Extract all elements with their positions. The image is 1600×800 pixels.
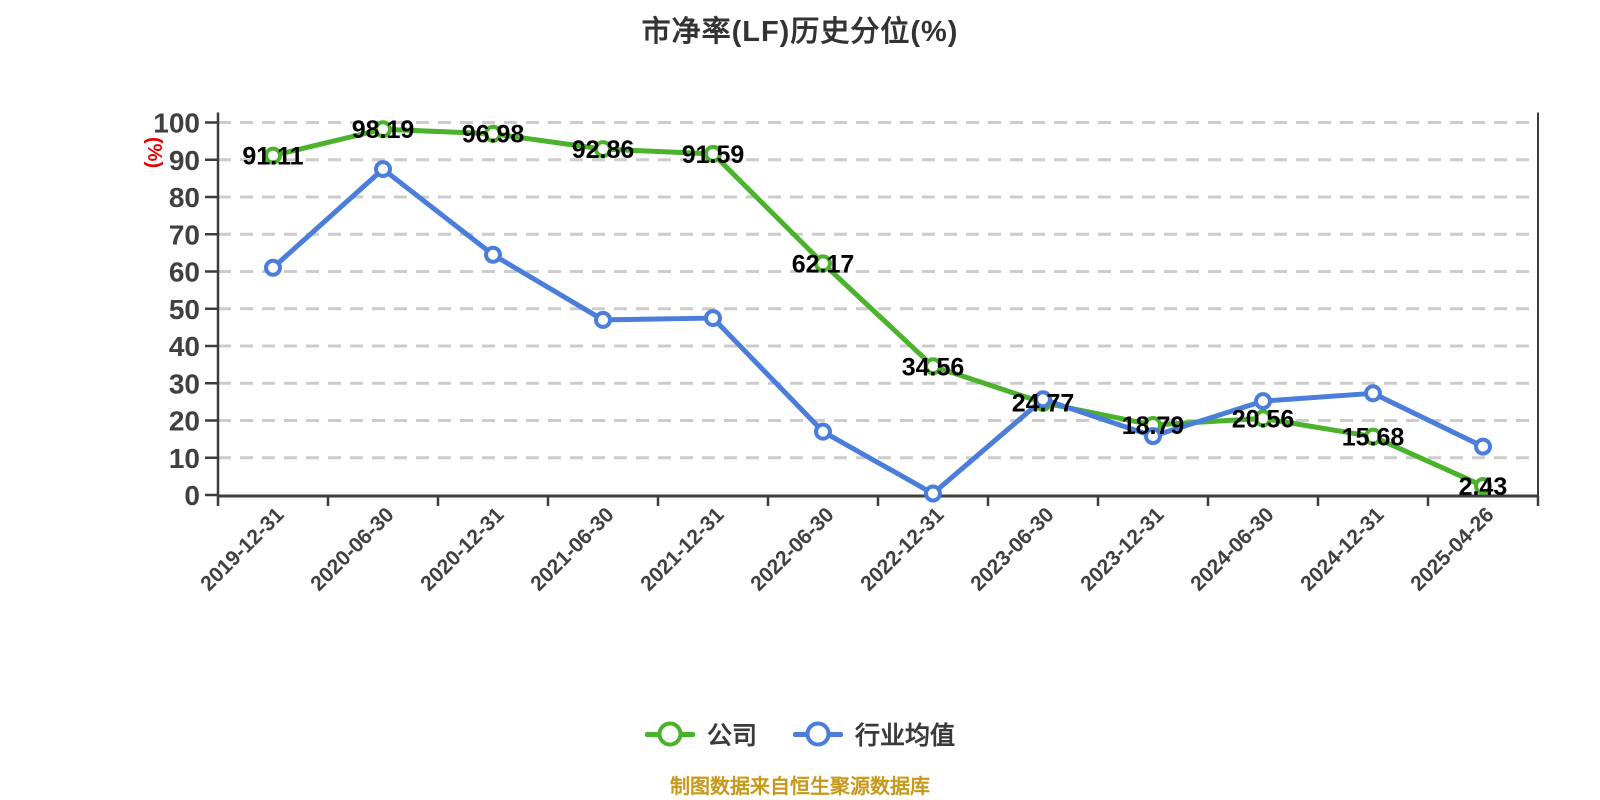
legend-item-company[interactable]: 公司	[644, 716, 757, 752]
company-data-point	[264, 146, 282, 165]
company-series-line	[270, 126, 1486, 489]
data-point-label: 24.77	[1012, 390, 1075, 418]
x-axis-tick-label: 2022-06-30	[746, 503, 838, 595]
legend-circle-icon	[657, 721, 683, 747]
chart-title: 市净率(LF)历史分位(%)	[641, 16, 959, 48]
x-axis-tick-label: 2023-06-30	[966, 503, 1058, 595]
industry-data-point	[1364, 384, 1382, 403]
x-axis-tick-label: 2023-12-31	[1076, 503, 1168, 595]
data-point-label: 92.86	[572, 136, 635, 164]
data-point-label: 96.98	[462, 121, 525, 149]
legend-label-industry-average: 行业均值	[855, 722, 956, 750]
industry-data-point	[704, 309, 722, 328]
company-data-point	[924, 357, 942, 376]
data-point-label: 2.43	[1459, 473, 1508, 501]
industry-data-point	[1034, 390, 1052, 409]
industry-data-point	[924, 484, 942, 503]
industry-data-point	[1474, 437, 1492, 456]
x-axis-tick-label: 2020-12-31	[416, 503, 508, 595]
chart-legend: 公司 行业均值	[0, 716, 1600, 752]
data-point-label: 98.19	[352, 116, 415, 144]
y-axis-tick-label: 20	[169, 406, 200, 437]
data-point-label: 20.56	[1232, 405, 1295, 433]
industry-data-point	[814, 422, 832, 441]
company-data-point	[1364, 427, 1382, 446]
company-series-marker-icon	[644, 721, 695, 747]
industry-data-point	[374, 160, 392, 179]
x-axis-tick-label: 2020-06-30	[306, 503, 398, 595]
x-axis-tick-label: 2025-04-26	[1406, 503, 1498, 595]
y-axis-tick-label: 80	[169, 182, 200, 213]
y-axis-tick-label: 30	[169, 368, 200, 399]
company-data-point	[704, 144, 722, 163]
industry-data-point	[484, 245, 502, 264]
company-data-point	[594, 140, 612, 159]
industry-data-point	[594, 310, 612, 329]
industry-data-point	[1254, 392, 1272, 411]
x-axis-tick-label: 2021-06-30	[526, 503, 618, 595]
x-axis-tick-label: 2019-12-31	[196, 503, 288, 595]
y-axis-tick-label: 90	[169, 145, 200, 176]
y-axis-tick-label: 60	[169, 257, 200, 288]
legend-label-company: 公司	[706, 722, 757, 750]
y-axis-tick-label: 10	[169, 443, 200, 474]
company-data-point	[1474, 476, 1492, 495]
y-axis-tick-label: 0	[184, 480, 200, 511]
data-point-label: 15.68	[1342, 424, 1405, 452]
data-point-label: 34.56	[902, 353, 965, 381]
x-axis-tick-label: 2022-12-31	[856, 503, 948, 595]
industry-series-line	[270, 166, 1486, 497]
y-axis-tick-label: 100	[153, 108, 200, 139]
legend-circle-icon	[805, 721, 831, 747]
y-axis-name: (%)	[143, 137, 165, 168]
data-point-label: 91.59	[682, 141, 745, 169]
y-axis-tick-label: 50	[169, 294, 200, 325]
x-axis-tick-label: 2024-12-31	[1296, 503, 1388, 595]
company-data-point	[814, 254, 832, 273]
legend-item-industry-average[interactable]: 行业均值	[793, 716, 955, 752]
industry-data-point	[1144, 427, 1162, 446]
y-axis-tick-label: 40	[169, 331, 200, 362]
data-source-note: 制图数据来自恒生聚源数据库	[670, 776, 930, 798]
industry-data-point	[264, 258, 282, 277]
company-data-point	[1254, 409, 1272, 428]
industry-series-marker-icon	[793, 721, 843, 747]
y-axis-tick-label: 70	[169, 219, 200, 250]
data-point-label: 91.11	[242, 143, 303, 171]
company-data-point	[484, 124, 502, 143]
data-point-label: 62.17	[792, 250, 855, 278]
company-data-point	[374, 120, 392, 139]
x-axis-tick-label: 2021-12-31	[636, 503, 728, 595]
x-axis-tick-label: 2024-06-30	[1186, 503, 1278, 595]
data-point-label: 18.79	[1122, 412, 1185, 440]
